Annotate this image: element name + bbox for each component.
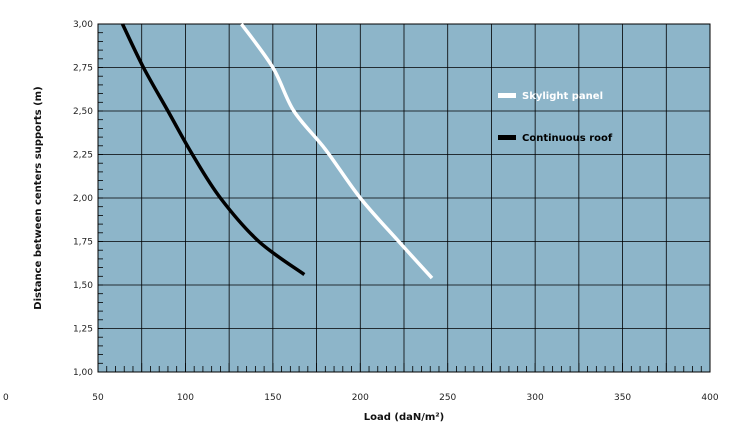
series-line-1 (239, 22, 434, 280)
y-tick-label: 1,50 (73, 281, 93, 291)
y-tick-label: 2,75 (73, 64, 93, 74)
y-tick-label: 1,75 (73, 238, 93, 248)
grid-lines (98, 24, 710, 372)
minor-ticks (97, 23, 711, 373)
y-tick-label: 2,00 (73, 194, 93, 204)
x-tick-label: 100 (177, 393, 194, 403)
y-tick-label: 2,50 (73, 107, 93, 117)
legend-swatch-2 (498, 135, 516, 140)
y-tick-label: 1,00 (73, 368, 93, 378)
y-tick-label: 1,25 (73, 325, 93, 335)
x-tick-label: 300 (527, 393, 544, 403)
x-tick-label: 150 (264, 393, 281, 403)
x-tick-label: 200 (352, 393, 369, 403)
x-tick-label: 400 (701, 393, 718, 403)
legend-label-1: Skylight panel (522, 91, 603, 102)
x-tick-label: 50 (92, 393, 104, 403)
x-tick-labels: 50 100 150 200 250 300 350 400 (92, 393, 719, 403)
x-cutoff-label: 0 (3, 393, 9, 403)
x-axis-title: Load (daN/m²) (364, 412, 445, 423)
legend-swatch-1 (498, 93, 516, 98)
y-axis-title: Distance between centers supports (m) (33, 86, 44, 309)
y-tick-label: 3,00 (73, 20, 93, 30)
y-tick-labels: 1,00 1,25 1,50 1,75 2,00 2,25 2,50 2,75 3,00 (73, 20, 93, 378)
series-line-2 (120, 23, 306, 276)
x-tick-label: 250 (439, 393, 456, 403)
y-tick-label: 2,25 (73, 151, 93, 161)
series-layer (120, 22, 434, 280)
legend-label-2: Continuous roof (522, 133, 613, 144)
legend: Skylight panel Continuous roof (498, 91, 613, 144)
x-tick-label: 350 (614, 393, 631, 403)
